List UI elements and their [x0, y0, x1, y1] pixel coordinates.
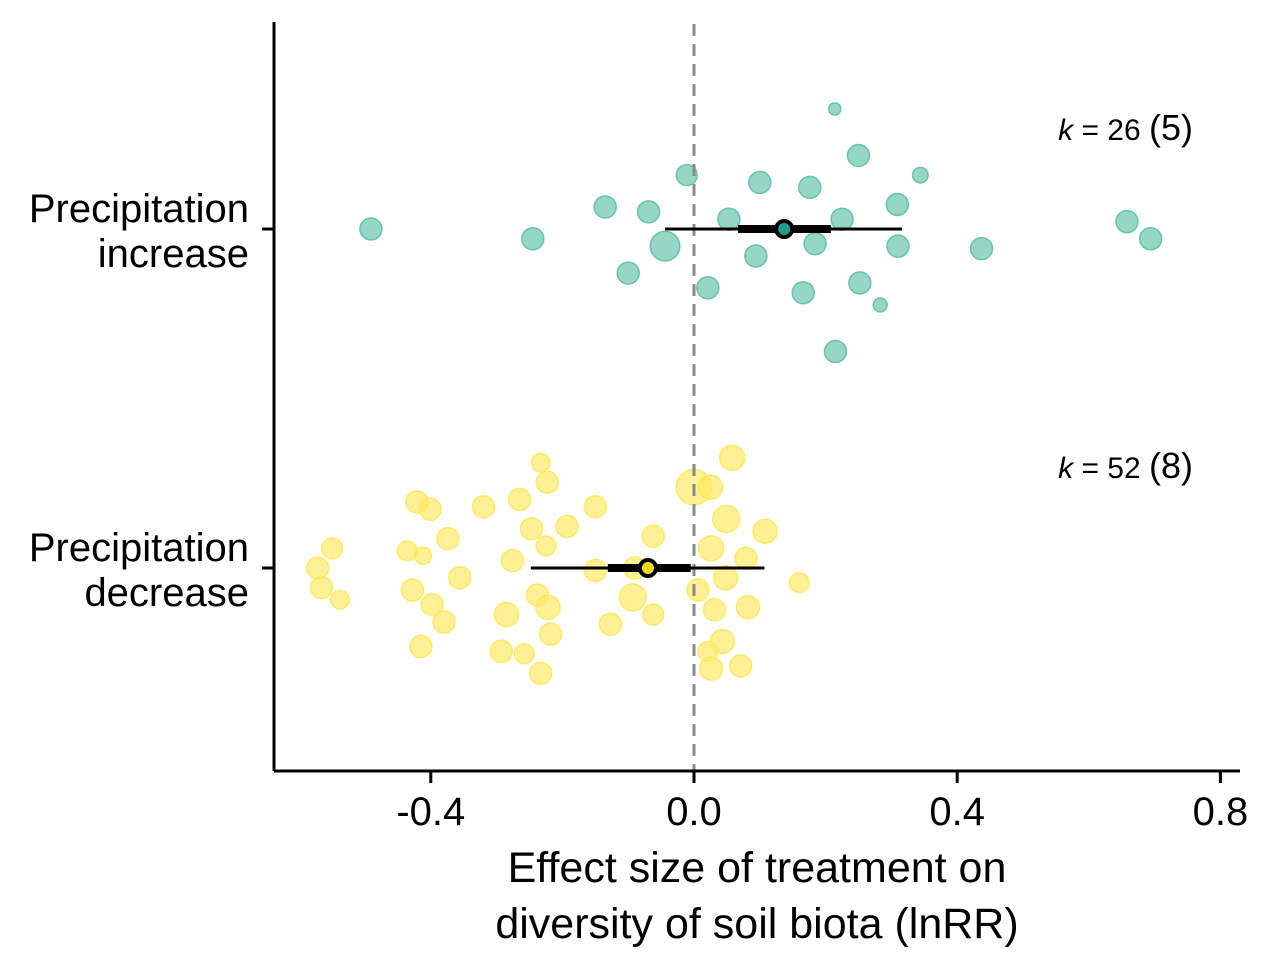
effect-size-point	[728, 654, 753, 678]
effect-size-point	[969, 236, 994, 261]
effect-size-point	[712, 565, 739, 591]
mean-estimate-point	[774, 219, 795, 239]
effect-size-point	[305, 556, 330, 580]
effect-size-point	[791, 280, 815, 305]
effect-size-point	[848, 271, 872, 295]
effect-size-point	[500, 548, 525, 573]
x-axis-title-line-2: diversity of soil biota (lnRR)	[495, 900, 1018, 948]
effect-size-point	[798, 175, 822, 200]
effect-size-point	[436, 526, 460, 551]
effect-size-point	[744, 244, 768, 268]
x-axis-ticks: -0.4 0.0 0.4 0.8	[396, 771, 1248, 834]
effect-size-point	[535, 594, 561, 620]
effect-size-point	[330, 589, 350, 610]
x-tick-label: 0.0	[666, 790, 722, 834]
effect-size-point	[528, 661, 553, 686]
effect-size-point	[752, 518, 778, 545]
effect-size-point	[697, 640, 719, 662]
effect-size-point	[521, 227, 545, 251]
effect-size-point	[675, 163, 698, 187]
effect-size-point	[489, 639, 513, 664]
effect-size-point	[911, 166, 929, 184]
y-tick-label-line-1: Precipitation	[29, 526, 249, 570]
effect-size-points	[305, 102, 1163, 686]
effect-size-point	[718, 444, 746, 472]
effect-size-point	[448, 566, 472, 590]
confidence-intervals	[530, 219, 902, 578]
mean-estimate-point	[637, 558, 658, 578]
effect-size-point	[493, 601, 520, 628]
effect-size-point	[734, 546, 758, 570]
effect-size-point	[616, 261, 640, 285]
effect-size-point	[748, 170, 772, 195]
effect-size-point	[555, 514, 579, 539]
effect-size-point	[413, 546, 433, 566]
effect-size-point	[535, 535, 557, 557]
effect-size-point	[649, 230, 681, 262]
effect-size-point	[712, 504, 741, 534]
y-tick-label-line-2: increase	[98, 232, 249, 276]
effect-size-point	[583, 495, 608, 519]
effect-size-point	[886, 234, 910, 258]
effect-size-point	[409, 634, 433, 659]
effect-size-point	[696, 276, 720, 300]
effect-size-point	[535, 470, 560, 494]
sample-size-labels: k = 26 (5) k = 52 (8)	[1058, 107, 1193, 486]
effect-size-point	[885, 192, 910, 217]
effect-size-point	[530, 452, 551, 473]
effect-size-point	[642, 603, 665, 626]
effect-size-point	[513, 643, 535, 665]
effect-size-point	[872, 297, 888, 313]
effect-size-point	[593, 195, 617, 219]
effect-size-point	[432, 610, 456, 634]
effect-size-point	[803, 231, 827, 256]
effect-size-point	[618, 583, 648, 612]
x-tick-label: 0.4	[929, 790, 985, 834]
x-tick-label: 0.8	[1193, 790, 1249, 834]
effect-size-point	[697, 535, 725, 562]
x-tick-label: -0.4	[396, 790, 465, 834]
effect-size-point	[697, 474, 724, 500]
y-tick-label-line-2: decrease	[84, 571, 249, 615]
effect-size-point	[583, 558, 608, 583]
effect-size-point	[320, 537, 344, 560]
effect-size-point	[830, 207, 854, 231]
effect-size-point	[309, 575, 334, 600]
effect-size-point	[400, 578, 425, 602]
effect-size-point	[717, 207, 741, 231]
sample-size-label: k = 26 (5)	[1058, 107, 1193, 148]
effect-size-point	[686, 578, 710, 602]
effect-size-point	[702, 597, 727, 622]
effect-size-point	[1115, 209, 1139, 234]
effect-size-point	[471, 495, 496, 519]
effect-size-point	[1138, 227, 1163, 251]
effect-size-point	[598, 612, 623, 637]
effect-size-point	[507, 487, 532, 512]
y-axis-ticks: PrecipitationincreasePrecipitationdecrea…	[29, 187, 274, 615]
effect-size-point	[823, 339, 848, 364]
effect-size-point	[788, 572, 810, 594]
effect-size-point	[641, 524, 665, 548]
effect-size-point	[519, 517, 544, 541]
effect-size-point	[420, 593, 444, 617]
effect-size-point	[636, 200, 661, 224]
x-axis-title-line-1: Effect size of treatment on	[508, 844, 1007, 892]
y-tick-label-line-1: Precipitation	[29, 187, 249, 231]
effect-size-point	[418, 497, 442, 521]
effect-size-point	[846, 143, 871, 168]
effect-size-point	[735, 594, 761, 620]
effect-size-point	[359, 217, 383, 241]
effect-size-point	[538, 622, 563, 646]
effect-size-point	[828, 102, 842, 116]
sample-size-label: k = 52 (8)	[1058, 445, 1193, 486]
